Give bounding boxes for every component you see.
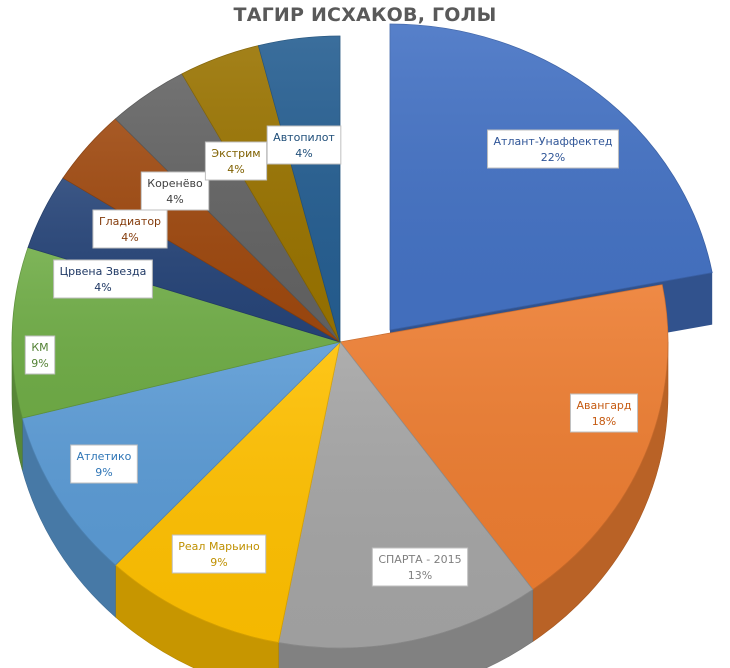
label-box [487, 129, 619, 169]
label-box [53, 259, 153, 299]
label-box [92, 209, 168, 249]
slice-percent: 4% [94, 281, 111, 294]
slice-name: СПАРТА - 2015 [378, 553, 461, 566]
data-label: Реал Марьино 9% [171, 534, 267, 574]
chart-title: ТАГИР ИСХАКОВ, ГОЛЫ [233, 4, 497, 26]
slice-name: Атлант-Унаффектед [494, 135, 613, 148]
data-label: Авангард 18% [569, 393, 639, 433]
label-box [204, 141, 268, 181]
pie-slice[interactable] [278, 341, 534, 649]
data-label: Црвена Звезда 4% [53, 259, 153, 299]
slice-name: Црвена Звезда [60, 265, 147, 278]
data-label: Коренëво 4% [140, 171, 210, 211]
slice-percent: 9% [210, 556, 227, 569]
label-box [171, 534, 267, 574]
data-label: СПАРТА - 2015 13% [371, 547, 469, 587]
pie-slice[interactable] [389, 23, 713, 331]
slice-name: Реал Марьино [178, 540, 260, 553]
label-box [24, 335, 56, 375]
pie-slice[interactable] [21, 341, 342, 566]
data-label: Атлетико 9% [70, 444, 138, 484]
slice-percent: 9% [31, 357, 48, 370]
label-box [266, 125, 342, 165]
data-label: Автопилот 4% [266, 125, 342, 165]
slice-name: Автопилот [273, 131, 335, 144]
slice-name: Гладиатор [99, 215, 161, 228]
slice-percent: 18% [592, 415, 616, 428]
label-box [371, 547, 469, 587]
slice-name: Коренëво [147, 177, 203, 190]
data-label: Гладиатор 4% [92, 209, 168, 249]
data-label: Экстрим 4% [204, 141, 268, 181]
data-label: КМ 9% [24, 335, 56, 375]
label-box [140, 171, 210, 211]
slice-percent: 13% [408, 569, 432, 582]
slice-percent: 4% [166, 193, 183, 206]
slice-name: КМ [31, 341, 48, 354]
slice-name: Атлетико [77, 450, 132, 463]
pie-slice[interactable] [114, 340, 341, 644]
slice-percent: 9% [95, 466, 112, 479]
slice-percent: 4% [227, 163, 244, 176]
label-box [569, 393, 639, 433]
pie-slice[interactable] [257, 35, 341, 343]
slice-percent: 22% [541, 151, 565, 164]
slice-name: Экстрим [211, 147, 260, 160]
slice-percent: 4% [295, 147, 312, 160]
slice-percent: 4% [121, 231, 138, 244]
label-box [70, 444, 138, 484]
pie-slice[interactable] [339, 284, 669, 591]
pie-slices-layer [11, 23, 713, 649]
slice-name: Авангард [576, 399, 631, 412]
pie-labels-layer: Атлант-Унаффектед 22% Авангард 18% СПАРТА - … [24, 125, 639, 587]
data-label: Атлант-Унаффектед 22% [487, 129, 619, 169]
